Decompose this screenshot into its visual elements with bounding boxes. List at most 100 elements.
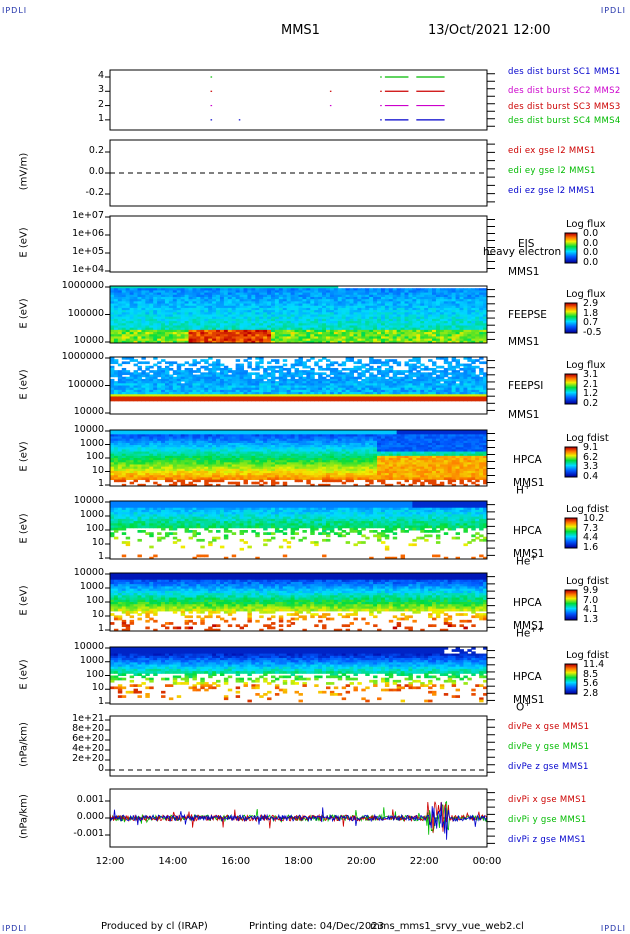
spectrogram-cell xyxy=(294,332,299,335)
colorbar-step xyxy=(565,235,577,237)
spectrogram-cell xyxy=(322,303,327,307)
spectrogram-cell xyxy=(278,294,284,298)
spectrogram-cell xyxy=(392,383,398,386)
spectrogram-cell xyxy=(133,438,138,442)
spectrogram-cell xyxy=(475,385,480,389)
spectrogram-cell xyxy=(263,376,268,380)
spectrogram-cell xyxy=(110,434,115,437)
spectrogram-cell xyxy=(184,303,190,307)
spectrogram-cell xyxy=(412,290,417,294)
spectrogram-cell xyxy=(184,294,190,298)
spectrogram-cell xyxy=(239,323,245,326)
spectrogram-cell xyxy=(369,357,374,360)
spectrogram-cell xyxy=(361,385,366,389)
spectrogram-cell xyxy=(176,447,182,450)
spectrogram-cell xyxy=(341,296,347,300)
spectrogram-cell xyxy=(216,327,221,331)
spectrogram-cell xyxy=(353,314,358,318)
spectrogram-cell xyxy=(373,376,378,380)
spectrogram-cell xyxy=(164,453,170,457)
spectrogram-cell xyxy=(432,327,437,331)
spectrogram-cell xyxy=(184,447,190,450)
spectrogram-cell xyxy=(121,479,127,483)
colorbar-step xyxy=(565,234,577,236)
spectrogram-cell xyxy=(396,378,402,382)
spectrogram-cell xyxy=(149,329,154,333)
spectrogram-cell xyxy=(306,340,311,344)
spectrogram-cell xyxy=(459,305,464,309)
spectrogram-cell xyxy=(172,329,178,333)
spectrogram-cell xyxy=(188,299,193,302)
spectrogram-cell xyxy=(219,442,225,446)
spectrogram-cell xyxy=(380,321,386,324)
spectrogram-cell xyxy=(302,327,307,331)
spectrogram-cell xyxy=(212,396,217,400)
spectrogram-cell xyxy=(286,398,292,402)
spectrogram-cell xyxy=(227,460,233,463)
spectrogram-cell xyxy=(365,334,370,337)
spectrogram-cell xyxy=(153,392,158,395)
spectrogram-cell xyxy=(227,470,233,474)
spectrogram-cell xyxy=(341,378,347,382)
spectrogram-cell xyxy=(278,288,284,291)
spectrogram-cell xyxy=(121,316,127,320)
spectrogram-cell xyxy=(239,365,245,369)
spectrogram-cell xyxy=(223,334,229,337)
spectrogram-cell xyxy=(471,370,476,373)
spectrogram-cell xyxy=(212,458,217,461)
spectrogram-cell xyxy=(212,398,217,402)
spectrogram-cell xyxy=(329,381,335,384)
spectrogram-cell xyxy=(278,303,284,307)
spectrogram-cell xyxy=(216,436,221,440)
spectrogram-cell xyxy=(345,396,351,400)
spectrogram-cell xyxy=(424,340,429,344)
spectrogram-cell xyxy=(345,318,351,322)
spectrogram-cell xyxy=(325,323,331,326)
spectrogram-cell xyxy=(208,336,213,340)
spectrogram-cell xyxy=(479,392,484,395)
spectrogram-cell xyxy=(161,438,166,442)
spectrogram-cell xyxy=(428,378,433,382)
spectrogram-cell xyxy=(216,455,221,459)
spectrogram-cell xyxy=(447,312,453,315)
colorbar-value: 0.0 xyxy=(583,237,599,249)
spectrogram-cell xyxy=(129,286,135,289)
colorbar-step xyxy=(565,308,577,310)
spectrogram-cell xyxy=(176,458,182,461)
spectrogram-cell xyxy=(306,303,311,307)
spectrogram-cell xyxy=(157,292,162,296)
spectrogram-cell xyxy=(432,381,437,384)
spectrogram-cell xyxy=(455,336,461,340)
spectrogram-cell xyxy=(133,477,138,481)
spectrogram-cell xyxy=(459,385,464,389)
spectrogram-cell xyxy=(157,361,162,365)
spectrogram-cell xyxy=(137,451,142,455)
spectrogram-cell xyxy=(310,383,315,386)
spectrogram-cell xyxy=(318,292,323,296)
spectrogram-cell xyxy=(259,365,264,369)
spectrogram-cell xyxy=(133,321,138,324)
spectrogram-cell xyxy=(110,464,115,468)
spectrogram-cell xyxy=(345,334,351,337)
spectrogram-cell xyxy=(392,303,398,307)
spectrogram-cell xyxy=(180,363,186,367)
spectrogram-cell xyxy=(223,318,229,322)
spectrogram-cell xyxy=(298,312,303,315)
spectrogram-cell xyxy=(196,394,201,397)
spectrogram-cell xyxy=(424,310,429,313)
spectrogram-cell xyxy=(223,473,229,476)
spectrogram-cell xyxy=(322,329,327,333)
spectrogram-cell xyxy=(483,381,488,384)
spectrogram-cell xyxy=(153,376,158,380)
spectrogram-cell xyxy=(117,290,123,294)
spectrogram-cell xyxy=(388,312,394,315)
spectrogram-cell xyxy=(302,307,307,311)
spectrogram-cell xyxy=(259,329,264,333)
spectrogram-cell xyxy=(365,299,370,302)
spectrogram-cell xyxy=(443,398,449,402)
spectrogram-cell xyxy=(161,299,166,302)
spectrogram-cell xyxy=(149,318,154,322)
spectrogram-cell xyxy=(475,394,480,397)
spectrogram-cell xyxy=(435,312,441,315)
spectrogram-cell xyxy=(451,357,457,360)
